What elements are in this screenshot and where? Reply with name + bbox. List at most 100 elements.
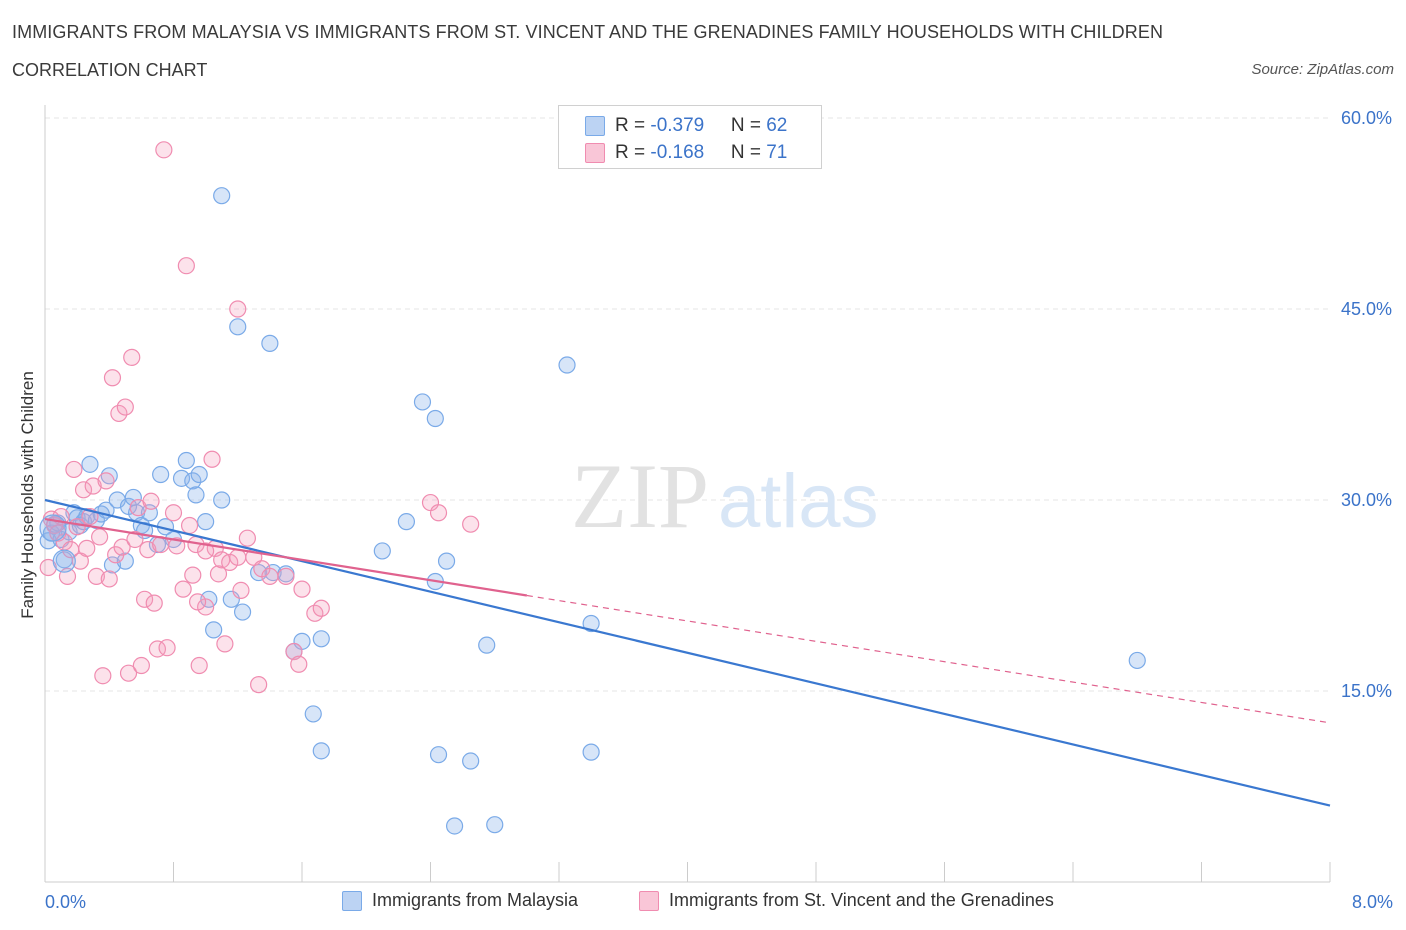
st-vincent-point bbox=[110, 404, 128, 423]
st-vincent-point bbox=[180, 516, 199, 535]
y-tick-label: 45.0% bbox=[1341, 299, 1392, 319]
y-tick-label: 15.0% bbox=[1341, 681, 1392, 701]
malaysia-point bbox=[397, 513, 416, 531]
malaysia-point bbox=[413, 393, 432, 411]
legend-n-label: N = bbox=[730, 142, 767, 163]
bottom-legend-label-malaysia: Immigrants from Malaysia bbox=[372, 890, 579, 910]
malaysia-point bbox=[312, 742, 330, 760]
malaysia-point bbox=[205, 621, 223, 639]
trend-lines bbox=[44, 498, 1331, 807]
st-vincent-point bbox=[65, 460, 83, 479]
legend-n-value: 62 bbox=[766, 115, 788, 136]
st-vincent-point bbox=[168, 537, 186, 555]
legend-swatch-st-vincent bbox=[585, 143, 605, 163]
st-vincent-point bbox=[39, 558, 57, 577]
source-label: Source: ZipAtlas.com bbox=[1251, 61, 1394, 78]
watermark: ZIP atlas bbox=[571, 445, 879, 547]
x-tick-label: 0.0% bbox=[45, 892, 86, 912]
tick-labels: 15.0% 30.0% 45.0% 60.0% 0.0% 8.0% bbox=[45, 108, 1393, 912]
st-vincent-point bbox=[142, 492, 160, 510]
malaysia-point bbox=[486, 816, 504, 834]
st-vincent-point bbox=[216, 635, 234, 653]
malaysia-point bbox=[190, 465, 208, 484]
malaysia-point bbox=[197, 513, 215, 531]
bottom-legend-label-st-vincent: Immigrants from St. Vincent and the Gren… bbox=[669, 890, 1054, 910]
malaysia-point bbox=[261, 334, 279, 352]
malaysia-point bbox=[213, 491, 231, 509]
st-vincent-point bbox=[462, 515, 480, 533]
st-vincent-point bbox=[135, 590, 154, 608]
st-vincent-point bbox=[91, 528, 109, 546]
st-vincent-point bbox=[232, 581, 250, 600]
legend-n-label: N = bbox=[730, 115, 767, 136]
malaysia-point bbox=[1128, 651, 1146, 670]
malaysia-point bbox=[103, 556, 122, 574]
malaysia-point bbox=[100, 467, 118, 485]
chart-subtitle: CORRELATION CHART bbox=[12, 60, 208, 80]
malaysia-point bbox=[116, 552, 134, 570]
st-vincent-point bbox=[184, 566, 202, 584]
malaysia-point bbox=[172, 469, 191, 487]
st-vincent-point bbox=[87, 567, 106, 586]
y-axis-label: Family Households with Children bbox=[18, 371, 37, 619]
st-vincent-trend-line-extrapolated bbox=[526, 594, 1331, 724]
malaysia-point bbox=[177, 451, 195, 470]
st-vincent-point bbox=[100, 570, 118, 588]
watermark-zip: ZIP bbox=[571, 445, 709, 547]
st-vincent-point bbox=[290, 655, 308, 673]
bottom-legend-swatch-st-vincent bbox=[639, 891, 659, 911]
st-vincent-point bbox=[174, 580, 192, 598]
st-vincent-point bbox=[190, 656, 208, 675]
malaysia-point bbox=[445, 817, 464, 835]
st-vincent-point bbox=[123, 348, 141, 366]
st-vincent-point bbox=[113, 538, 131, 556]
st-vincent-point bbox=[177, 257, 195, 275]
malaysia-point bbox=[558, 356, 576, 374]
st-vincent-point bbox=[155, 141, 173, 159]
st-vincent-point bbox=[229, 548, 247, 566]
st-vincent-point bbox=[312, 599, 330, 617]
st-vincent-point bbox=[132, 656, 150, 675]
st-vincent-point bbox=[261, 567, 279, 586]
st-vincent-point bbox=[188, 593, 207, 611]
st-vincent-point bbox=[145, 594, 163, 612]
st-vincent-point bbox=[116, 398, 134, 416]
st-vincent-point bbox=[238, 529, 256, 547]
y-tick-label: 30.0% bbox=[1341, 490, 1392, 510]
malaysia-point bbox=[233, 603, 252, 621]
malaysia-point bbox=[52, 549, 76, 573]
malaysia-point bbox=[304, 705, 322, 723]
st-vincent-point bbox=[250, 676, 268, 694]
st-vincent-point bbox=[94, 667, 112, 685]
malaysia-point bbox=[81, 455, 99, 473]
st-vincent-point bbox=[229, 300, 247, 318]
st-vincent-point bbox=[203, 450, 221, 468]
st-vincent-point bbox=[78, 539, 96, 557]
malaysia-point bbox=[582, 743, 600, 761]
st-vincent-point bbox=[164, 504, 183, 522]
st-vincent-point bbox=[74, 481, 93, 499]
st-vincent-point bbox=[158, 639, 176, 657]
legend-r-value: -0.379 bbox=[650, 115, 705, 136]
axes bbox=[44, 105, 1331, 883]
st-vincent-point bbox=[277, 567, 295, 586]
st-vincent-point bbox=[429, 504, 448, 522]
malaysia-point bbox=[373, 542, 391, 560]
st-vincent-point bbox=[293, 580, 311, 598]
legend-n-value: 71 bbox=[766, 142, 788, 163]
legend-r-value: -0.168 bbox=[650, 142, 705, 163]
st-vincent-point bbox=[97, 472, 115, 490]
bottom-legend-swatch-malaysia bbox=[342, 891, 362, 911]
st-vincent-point bbox=[209, 565, 228, 583]
data-points bbox=[39, 141, 1146, 835]
malaysia-point bbox=[213, 187, 231, 205]
malaysia-point bbox=[582, 614, 600, 633]
malaysia-point bbox=[187, 486, 205, 504]
malaysia-point bbox=[478, 636, 496, 654]
st-vincent-point bbox=[119, 664, 138, 682]
malaysia-point bbox=[184, 472, 202, 490]
st-vincent-point bbox=[84, 477, 102, 495]
st-vincent-point bbox=[126, 530, 144, 549]
st-vincent-point bbox=[197, 542, 215, 560]
correlation-legend: R = -0.379 N = 62 R = -0.168 N = 71 bbox=[558, 105, 822, 169]
